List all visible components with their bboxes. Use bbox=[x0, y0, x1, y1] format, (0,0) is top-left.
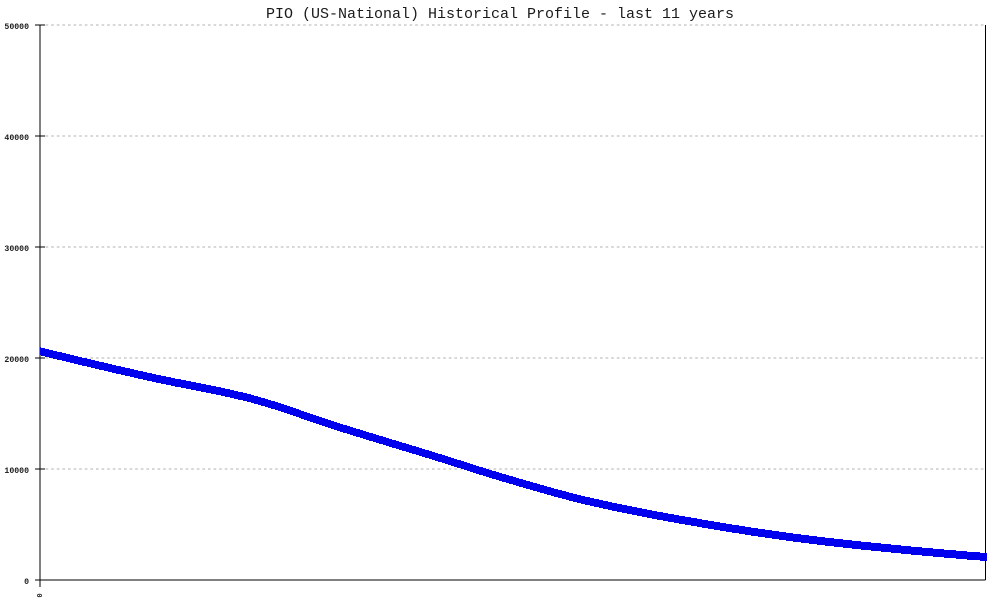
svg-text:10000: 10000 bbox=[4, 467, 29, 476]
svg-text:30000: 30000 bbox=[4, 245, 29, 254]
svg-text:0: 0 bbox=[24, 578, 29, 587]
svg-text:20000: 20000 bbox=[4, 356, 29, 365]
svg-text:40000: 40000 bbox=[4, 134, 29, 143]
svg-text:50000: 50000 bbox=[4, 23, 29, 32]
svg-text:0: 0 bbox=[34, 593, 42, 597]
